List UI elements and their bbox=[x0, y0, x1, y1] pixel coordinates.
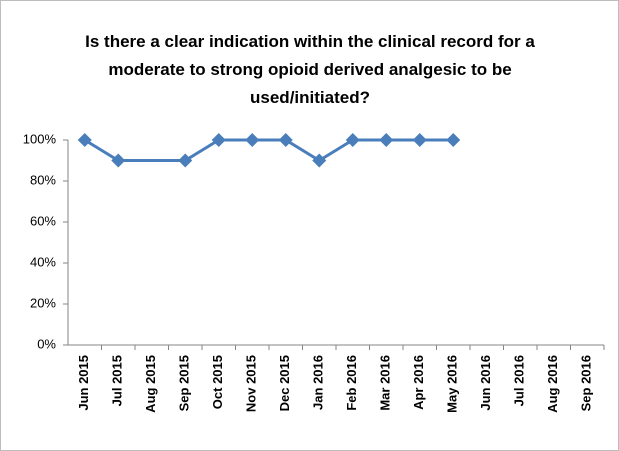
x-tick-label: Sep 2015 bbox=[177, 355, 192, 411]
data-point bbox=[245, 133, 260, 147]
x-tick-label: May 2016 bbox=[445, 355, 460, 413]
x-tick-label: Feb 2016 bbox=[344, 355, 359, 411]
y-tick-label: 40% bbox=[30, 254, 56, 269]
x-tick-label: Apr 2016 bbox=[411, 355, 426, 410]
x-tick-label: Jul 2016 bbox=[512, 355, 527, 406]
y-tick-label: 60% bbox=[30, 213, 56, 228]
data-point bbox=[412, 133, 427, 147]
data-point bbox=[278, 133, 293, 147]
x-tick-label: Nov 2015 bbox=[244, 355, 259, 412]
data-point bbox=[446, 133, 461, 147]
y-tick-label: 80% bbox=[30, 172, 56, 187]
x-tick-label: Jun 2016 bbox=[478, 355, 493, 411]
x-tick-label: Aug 2015 bbox=[143, 355, 158, 413]
series-line bbox=[83, 138, 454, 163]
x-tick-label: Jun 2015 bbox=[76, 355, 91, 411]
data-point bbox=[312, 153, 327, 168]
y-tick-label: 20% bbox=[30, 295, 56, 310]
x-tick-label: Mar 2016 bbox=[378, 355, 393, 411]
x-tick-label: Jul 2015 bbox=[110, 355, 125, 406]
data-point bbox=[379, 133, 394, 147]
x-tick-label: Dec 2015 bbox=[277, 355, 292, 411]
x-tick-label: Sep 2016 bbox=[579, 355, 594, 411]
data-point bbox=[111, 153, 126, 168]
y-tick-label: 0% bbox=[37, 336, 56, 351]
data-point bbox=[178, 153, 193, 168]
data-point bbox=[77, 133, 92, 147]
data-point bbox=[345, 133, 360, 147]
x-tick-label: Aug 2016 bbox=[545, 355, 560, 413]
x-tick-label: Oct 2015 bbox=[210, 355, 225, 409]
x-tick-label: Jan 2016 bbox=[311, 355, 326, 410]
y-tick-label: 100% bbox=[23, 131, 57, 146]
data-point bbox=[211, 133, 226, 147]
chart-title: Is there a clear indication within the c… bbox=[85, 32, 535, 107]
